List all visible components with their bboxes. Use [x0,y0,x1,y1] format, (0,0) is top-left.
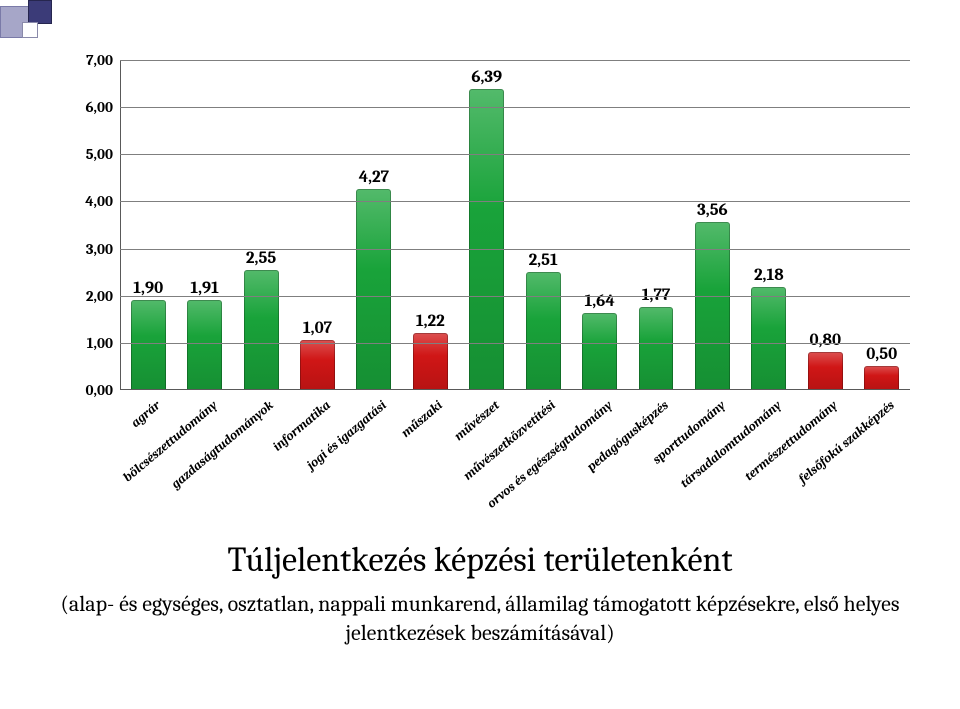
x-tick-label: agrár [129,398,164,431]
bar [413,333,448,391]
gridline [120,201,910,202]
bar-value-label: 0,50 [866,345,897,364]
bar [244,270,279,390]
decor-square [22,22,38,38]
plot-area: 1,901,91 2,55 1,07 4,27 1,22 6,39 2,51 1,64 1,77… [120,60,910,390]
bar [695,222,730,390]
bar-value-label: 6,39 [471,68,502,87]
bar [187,300,222,390]
gridline [120,343,910,344]
bar-value-label: 4,27 [359,168,389,187]
gridline [120,154,910,155]
bar-slot: 1,64 [571,60,627,390]
bar [469,89,504,390]
bar [526,272,561,390]
bars-container: 1,901,91 2,55 1,07 4,27 1,22 6,39 2,51 1,64 1,77… [120,60,910,390]
bar [864,366,899,390]
y-tick-label: 1,00 [65,334,113,352]
bar [356,189,391,390]
x-tick-label: bölcsészettudomány [120,398,220,485]
bar-slot: 1,91 [176,60,232,390]
x-tick-label: társadalomtudomány [678,398,785,491]
bar-slot: 3,56 [684,60,740,390]
bar [300,340,335,390]
bar [808,352,843,390]
y-tick-label: 4,00 [65,192,113,210]
bar-value-label: 1,22 [416,312,445,331]
bar-slot: 1,22 [402,60,458,390]
chart-subtitle: (alap- és egységes, osztatlan, nappali m… [60,590,900,647]
bar-value-label: 1,07 [303,319,332,338]
bar-value-label: 2,55 [246,249,276,268]
bar-slot: 1,77 [628,60,684,390]
slide-root: 1,901,91 2,55 1,07 4,27 1,22 6,39 2,51 1,64 1,77… [0,0,960,709]
x-tick-label: természettudomány [742,398,841,484]
x-tick-label: gazdaságtudományok [169,398,277,492]
bar-value-label: 1,64 [584,292,614,311]
bar [582,313,617,390]
y-tick-label: 6,00 [65,98,113,116]
gridline [120,249,910,250]
bar-slot: 6,39 [459,60,515,390]
bar-slot: 2,51 [515,60,571,390]
x-axis-labels: agrárbölcsészettudománygazdaságtudományo… [120,390,910,480]
y-tick-label: 5,00 [65,145,113,163]
bar-slot: 2,18 [741,60,797,390]
bar-value-label: 2,18 [754,266,784,285]
chart-title: Túljelentkezés képzési területenként [0,540,960,580]
bar-slot: 1,07 [289,60,345,390]
bar-slot: 4,27 [346,60,402,390]
decor-square [28,0,52,24]
bar-slot: 1,90 [120,60,176,390]
x-tick-label: művészet [452,398,503,444]
bar-slot: 0,50 [853,60,909,390]
gridline [120,60,910,61]
x-tick-label: műszaki [399,398,446,441]
y-tick-label: 7,00 [65,51,113,69]
gridline [120,296,910,297]
y-tick-label: 0,00 [65,381,113,399]
bar-slot: 0,80 [797,60,853,390]
bar-slot: 2,55 [233,60,289,390]
bar [751,287,786,390]
bar [639,307,674,390]
x-tick-label: felsőfokú szakképzés [796,398,898,487]
bar-value-label: 2,51 [529,251,558,270]
y-tick-label: 2,00 [65,287,113,305]
bar-value-label: 0,80 [810,331,842,350]
bar-chart: 1,901,91 2,55 1,07 4,27 1,22 6,39 2,51 1,64 1,77… [60,60,920,480]
gridline [120,107,910,108]
bar-value-label: 3,56 [697,201,728,220]
bar [131,300,166,390]
y-tick-label: 3,00 [65,240,113,258]
